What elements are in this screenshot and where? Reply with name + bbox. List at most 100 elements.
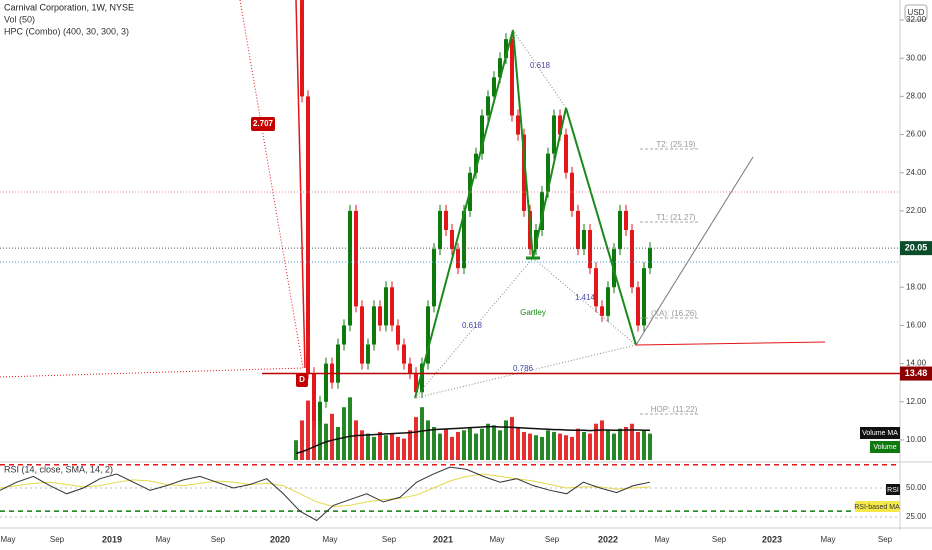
volume-bar: [420, 407, 424, 460]
x-tick-label: Sep: [382, 535, 397, 544]
rsi-ma-line: [0, 473, 651, 508]
candle: [396, 325, 400, 345]
candle: [510, 39, 514, 116]
rsi-badge: [855, 501, 900, 512]
candle: [348, 210, 352, 326]
volume-bar: [540, 436, 544, 460]
candle: [390, 287, 394, 326]
x-tick-label: 2021: [433, 534, 453, 544]
candle: [474, 153, 478, 173]
x-tick-label: Sep: [211, 535, 226, 544]
candle: [324, 363, 328, 402]
candle: [300, 0, 304, 97]
rsi-line: [0, 466, 651, 522]
candle: [618, 210, 622, 250]
candle: [576, 210, 580, 250]
x-tick-label: May: [654, 535, 669, 544]
y-tick-label: 10.00: [906, 435, 927, 444]
volume-bar: [366, 433, 370, 460]
x-tick-label: Sep: [878, 535, 893, 544]
y-tick-label: 28.00: [906, 91, 927, 100]
candle: [450, 230, 454, 250]
y-tick-label: 25.00: [906, 512, 927, 521]
volume-ma: [295, 425, 650, 455]
volume-bar: [456, 431, 460, 460]
volume-bar: [516, 427, 520, 460]
x-tick-label: May: [820, 535, 835, 544]
annotation: Gartley: [520, 308, 546, 317]
volume-bar: [378, 431, 382, 460]
volume-bar: [600, 420, 604, 460]
x-tick-label: 2019: [102, 534, 122, 544]
volume-bar: [342, 407, 346, 460]
price-label: 20.05: [905, 243, 928, 253]
currency-badge[interactable]: [904, 4, 928, 21]
candle: [426, 306, 430, 364]
candle: [546, 153, 550, 192]
prior-candle: [295, 0, 306, 369]
candle: [630, 230, 634, 288]
candle: [558, 115, 562, 135]
candle: [336, 344, 340, 383]
annotation: 1.414: [575, 293, 596, 302]
stop-line: [635, 341, 826, 346]
volume-bar: [462, 430, 466, 460]
annotation: (XA): (16.26): [651, 309, 697, 318]
volume-bar: [444, 428, 448, 460]
y-tick-label: 14.00: [906, 359, 927, 368]
y-tick-label: 26.00: [906, 130, 927, 139]
y-tick-label: 22.00: [906, 206, 927, 215]
candle: [636, 287, 640, 326]
volume-bar: [306, 400, 310, 460]
candle: [540, 191, 544, 230]
y-tick-label: 50.00: [906, 483, 927, 492]
candle: [432, 249, 436, 307]
candle: [588, 230, 592, 269]
candle: [582, 230, 586, 250]
rsi-title: RSI (14, close, SMA, 14, 2): [4, 464, 113, 474]
y-tick-label: 24.00: [906, 168, 927, 177]
annotation-badge: [296, 373, 308, 387]
harmonic-pattern: [0, 0, 900, 415]
indicator-label: Vol (50): [4, 14, 35, 24]
volume-bar: [636, 431, 640, 460]
volume-bar: [426, 420, 430, 460]
volume-bar: [384, 435, 388, 460]
rsi-label: RSI-based MA: [854, 504, 900, 511]
x-tick-label: 2020: [270, 534, 290, 544]
candle: [624, 210, 628, 230]
x-tick-label: 2023: [762, 534, 782, 544]
volume-bar: [438, 433, 442, 460]
fib-line: [239, 0, 304, 369]
volume-bar: [612, 433, 616, 460]
y-tick-label: 32.00: [906, 15, 927, 24]
volume-bar: [498, 430, 502, 460]
volume-bar: [582, 431, 586, 460]
volume-bar: [402, 438, 406, 460]
volume-label: Volume: [873, 444, 896, 451]
volume-bar: [408, 430, 412, 460]
volume-bar: [432, 427, 436, 460]
volume-bar: [576, 428, 580, 460]
volume-bar: [300, 420, 304, 460]
annotation: 0.786: [513, 364, 534, 373]
volume-bar: [534, 435, 538, 460]
rsi-label: RSI: [887, 487, 899, 494]
candle: [408, 363, 412, 374]
volume-bar: [558, 433, 562, 460]
candle: [516, 115, 520, 135]
candle: [438, 210, 442, 250]
x-tick-label: May: [322, 535, 337, 544]
x-tick-label: May: [155, 535, 170, 544]
candle: [606, 287, 610, 316]
x-tick-label: Sep: [545, 535, 560, 544]
candle: [498, 58, 502, 78]
volume-bar: [486, 423, 490, 460]
volume-bar: [594, 423, 598, 460]
candle: [378, 306, 382, 326]
candle: [384, 287, 388, 326]
volume-bar: [336, 427, 340, 460]
candle: [354, 210, 358, 307]
candle: [534, 230, 538, 250]
volume-bar: [474, 433, 478, 460]
